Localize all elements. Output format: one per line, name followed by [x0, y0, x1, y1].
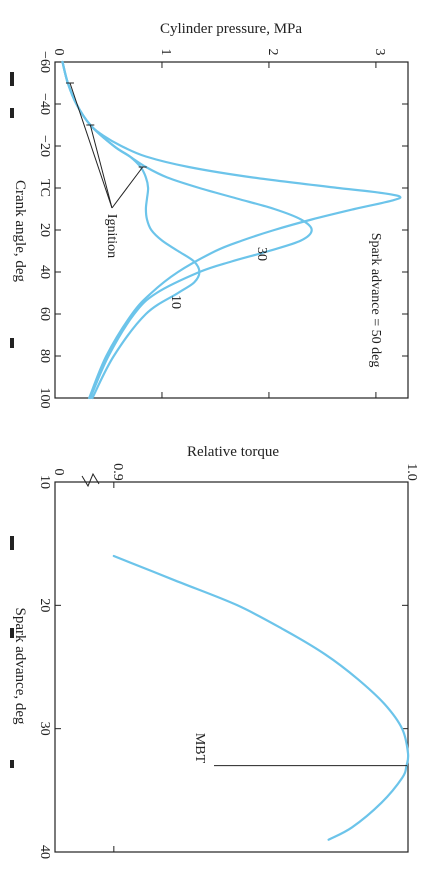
- margin-mark: [10, 536, 14, 550]
- ignition-leader-line: [89, 124, 113, 209]
- pressure-tick-label: 1: [158, 49, 173, 56]
- ignition-leader-line: [111, 166, 144, 209]
- crank-angle-tick-label: −40: [37, 93, 52, 115]
- crank-angle-tick-label: −60: [37, 51, 52, 73]
- axis-break-mark: [81, 472, 100, 488]
- spark-advance-axis-label: Spark advance, deg: [12, 607, 28, 725]
- torque-ticks: 10 20 30 40 0 0.9 1.0: [37, 463, 419, 859]
- mbt-label: MBT: [192, 733, 207, 764]
- page-margin-fragments: [10, 72, 14, 768]
- spark-advance-tick-label: 40: [37, 845, 52, 859]
- margin-mark: [10, 338, 14, 348]
- spark-advance-10-label: 10: [168, 295, 183, 309]
- torque-plot-frame: [54, 481, 409, 853]
- margin-mark: [10, 628, 14, 638]
- ignition-label: Ignition: [104, 214, 119, 258]
- relative-torque-curve: [112, 554, 410, 841]
- torque-tick-label: 1.0: [404, 463, 419, 481]
- spark-advance-tick-label: 30: [37, 722, 52, 736]
- spark-advance-30-label: 30: [254, 247, 269, 261]
- torque-curve-group: [112, 554, 410, 841]
- crank-angle-tick-label: 60: [37, 307, 52, 321]
- crank-angle-tick-label: 100: [37, 388, 52, 409]
- margin-mark: [10, 72, 14, 86]
- pressure-tick-label: 3: [372, 49, 387, 56]
- ignition-leader-line: [69, 82, 113, 209]
- torque-tick-label: 0: [51, 469, 66, 476]
- crank-angle-tick-label: TC: [37, 179, 52, 197]
- spark-advance-tick-label: 20: [37, 598, 52, 612]
- pressure-axis-label: Cylinder pressure, MPa: [160, 21, 302, 37]
- pressure-tick-label: 0: [51, 49, 66, 56]
- torque-tick-label: 0.9: [110, 463, 125, 481]
- crank-angle-tick-label: 80: [37, 349, 52, 363]
- pressure-ticks: −60 −40 −20 TC 20 40 60 80 100 0 1 2 3: [37, 49, 408, 409]
- margin-mark: [10, 760, 14, 768]
- crank-angle-tick-label: 20: [37, 223, 52, 237]
- torque-chart: 10 20 30 40 0 0.9 1.0 Relative torque Spark ad…: [12, 444, 419, 859]
- ignition-leaders: [65, 82, 147, 209]
- margin-mark: [10, 108, 14, 118]
- crank-angle-axis-label: Crank angle, deg: [12, 180, 28, 283]
- spark-advance-tick-label: 10: [37, 475, 52, 489]
- pressure-curves: [61, 60, 402, 400]
- spark-advance-50-label: Spark advance = 50 deg: [368, 233, 383, 368]
- pressure-curve-spark-10: [61, 60, 201, 400]
- crank-angle-tick-label: 40: [37, 265, 52, 279]
- crank-angle-tick-label: −20: [37, 135, 52, 157]
- torque-axis-label: Relative torque: [187, 444, 279, 460]
- pressure-tick-label: 2: [265, 49, 280, 56]
- pressure-chart: −60 −40 −20 TC 20 40 60 80 100 0 1 2 3 Cylinder pres…: [12, 21, 409, 409]
